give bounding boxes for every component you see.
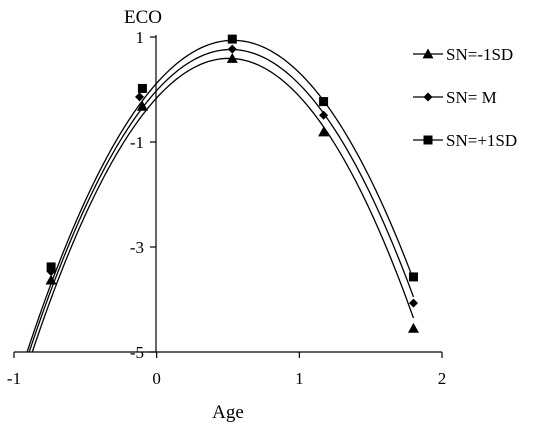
legend: SN=-1SD SN= M SN=+1SD (413, 45, 517, 150)
legend-entry-1: SN= M (413, 88, 497, 107)
series-1-point-2 (227, 44, 237, 54)
x-tick-label-3: 2 (438, 369, 447, 388)
y-tick-label-1: -1 (130, 133, 144, 152)
series-line-1 (28, 48, 415, 353)
series-1-point-4 (408, 298, 418, 308)
legend-label-2: SN=+1SD (446, 131, 517, 150)
series-line-2 (26, 39, 415, 353)
x-axis-label: Age (212, 402, 244, 423)
series-0-point-2 (226, 53, 238, 63)
series-2 (26, 34, 418, 353)
x-tick-label-2: 1 (295, 369, 304, 388)
legend-marker-0 (422, 48, 434, 59)
y-tick-label-0: 1 (136, 28, 145, 47)
series-0-point-3 (318, 126, 330, 137)
series-1 (28, 44, 418, 353)
series-line-0 (31, 57, 415, 353)
y-tick-label-2: -3 (130, 238, 144, 257)
series-2-point-0 (46, 262, 56, 272)
series-0-point-4 (407, 322, 419, 333)
series-2-point-1 (137, 83, 147, 93)
series-1-point-1 (135, 92, 145, 102)
ticks: -1 0 1 2 1 -1 -3 -5 (7, 28, 446, 388)
axes (14, 35, 442, 353)
legend-label-1: SN= M (446, 88, 497, 107)
x-tick-label-1: 0 (152, 369, 161, 388)
series-0 (31, 53, 419, 353)
legend-entry-0: SN=-1SD (413, 45, 513, 64)
series-1-point-3 (319, 110, 329, 120)
series-2-point-4 (408, 272, 418, 282)
x-tick-label-0: -1 (7, 369, 21, 388)
series-2-point-3 (319, 97, 329, 107)
series-0-point-1 (136, 100, 148, 111)
y-axis-label: ECO (124, 7, 162, 28)
series-2-point-2 (227, 34, 237, 44)
legend-marker-1 (423, 92, 433, 102)
legend-entry-2: SN=+1SD (413, 131, 517, 150)
legend-label-0: SN=-1SD (446, 45, 513, 64)
legend-marker-2 (423, 135, 433, 145)
plot-area (26, 34, 419, 353)
y-tick-label-3: -5 (130, 343, 144, 362)
